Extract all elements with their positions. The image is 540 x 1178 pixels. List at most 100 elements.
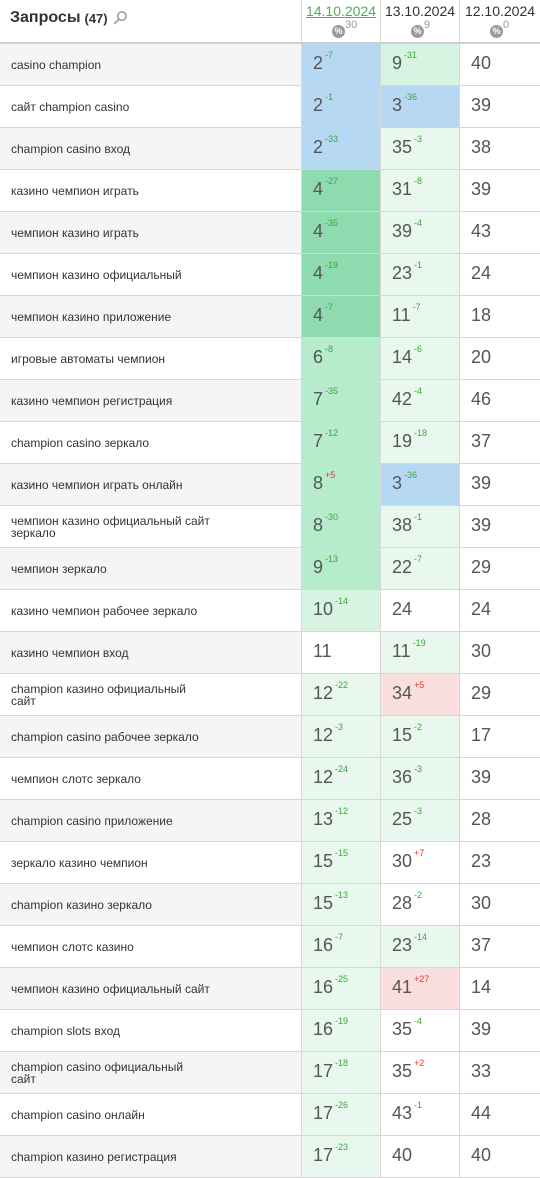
query-cell: champion slots вход [0,1010,302,1051]
position-cell: 23 -1 [381,254,460,295]
position-value: 12 [313,767,334,787]
table-row[interactable]: casino champion 2 -7 9 -31 40 [0,44,540,86]
query-text: чемпион казино официальный сайт [11,981,210,996]
table-row[interactable]: champion slots вход 16 -19 35 -4 39 [0,1010,540,1052]
query-text: казино чемпион играть [11,183,139,198]
position-value: 39 [392,221,413,241]
position-value: 36 [392,767,413,787]
position-cell: 39 [460,464,540,505]
table-row[interactable]: чемпион зеркало 9 -13 22 -7 29 [0,548,540,590]
queries-title: Запросы [10,9,81,26]
position-value: 35 [392,137,413,157]
query-cell: чемпион казино официальный сайт [0,968,302,1009]
position-cell: 12 -24 [302,758,381,799]
table-row[interactable]: казино чемпион играть онлайн 8 +5 3 -36 39 [0,464,540,506]
position-delta: -4 [414,386,423,396]
position-delta: -36 [404,470,418,480]
table-row[interactable]: champion casino рабочее зеркало 12 -3 15 -2 1… [0,716,540,758]
table-row[interactable]: чемпион казино официальный сайт зеркало 8… [0,506,540,548]
position-value: 25 [392,809,413,829]
position-cell: 28 [460,800,540,841]
position-cell: 31 -8 [381,170,460,211]
table-row[interactable]: чемпион казино официальный сайт 16 -25 41 +2… [0,968,540,1010]
query-cell: champion casino приложение [0,800,302,841]
table-row[interactable]: champion казино официальный сайт 12 -22 34 +… [0,674,540,716]
position-value: 44 [471,1103,492,1123]
table-row[interactable]: champion casino официальный сайт 17 -18 35 +… [0,1052,540,1094]
date-column-header[interactable]: 14.10.2024 % 30 [302,0,381,42]
table-row[interactable]: champion casino вход 2 -33 35 -3 38 [0,128,540,170]
position-delta: -22 [335,680,349,690]
table-row[interactable]: champion казино зеркало 15 -13 28 -2 30 [0,884,540,926]
date-link[interactable]: 13.10.2024 [384,3,456,19]
query-cell: казино чемпион играть онлайн [0,464,302,505]
table-row[interactable]: champion casino зеркало 7 -12 19 -18 37 [0,422,540,464]
table-row[interactable]: чемпион казино играть 4 -35 39 -4 43 [0,212,540,254]
percent-value: 0 [503,19,510,31]
position-cell: 25 -3 [381,800,460,841]
position-delta: -13 [325,554,339,564]
position-cell: 11 -19 [381,632,460,673]
table-row[interactable]: чемпион казино приложение 4 -7 11 -7 18 [0,296,540,338]
query-text: champion slots вход [11,1023,121,1038]
search-icon[interactable] [113,10,128,25]
table-row[interactable]: казино чемпион регистрация 7 -35 42 -4 46 [0,380,540,422]
position-delta: -36 [404,92,418,102]
position-value: 31 [392,179,413,199]
position-cell: 39 [460,506,540,547]
query-text: казино чемпион играть онлайн [11,477,183,492]
percent-icon: % [411,25,424,38]
date-column-header[interactable]: 13.10.2024 % 9 [381,0,460,42]
table-row[interactable]: champion casino приложение 13 -12 25 -3 28 [0,800,540,842]
table-row[interactable]: казино чемпион рабочее зеркало 10 -14 24 24 [0,590,540,632]
position-value: 3 [392,473,403,493]
position-delta: -12 [325,428,339,438]
table-row[interactable]: казино чемпион вход 11 11 -19 30 [0,632,540,674]
position-value: 17 [313,1103,334,1123]
table-row[interactable]: чемпион слотс зеркало 12 -24 36 -3 39 [0,758,540,800]
date-column-header[interactable]: 12.10.2024 % 0 [460,0,540,42]
position-value: 11 [392,305,411,325]
query-cell: champion казино официальный сайт [0,674,302,715]
position-cell: 40 [381,1136,460,1177]
query-text: champion casino вход [11,141,131,156]
position-cell: 13 -12 [302,800,381,841]
query-cell: сайт champion casino [0,86,302,127]
position-delta: -26 [335,1100,349,1110]
date-link[interactable]: 14.10.2024 [305,3,377,19]
query-cell: чемпион зеркало [0,548,302,589]
date-link[interactable]: 12.10.2024 [464,3,536,19]
table-row[interactable]: чемпион казино официальный 4 -19 23 -1 24 [0,254,540,296]
position-cell: 39 [460,758,540,799]
table-row[interactable]: игровые автоматы чемпион 6 -8 14 -6 20 [0,338,540,380]
position-delta: +5 [325,470,336,480]
position-value: 22 [392,557,413,577]
position-value: 46 [471,389,492,409]
table-row[interactable]: зеркало казино чемпион 15 -15 30 +7 23 [0,842,540,884]
table-row[interactable]: champion казино регистрация 17 -23 40 40 [0,1136,540,1178]
position-value: 24 [471,263,492,283]
position-value: 2 [313,137,324,157]
query-text: champion казино официальный сайт [11,681,186,708]
position-cell: 4 -19 [302,254,381,295]
position-value: 43 [392,1103,413,1123]
table-row[interactable]: champion casino онлайн 17 -26 43 -1 44 [0,1094,540,1136]
table-row[interactable]: чемпион слотс казино 16 -7 23 -14 37 [0,926,540,968]
table-row[interactable]: сайт champion casino 2 -1 3 -36 39 [0,86,540,128]
position-cell: 30 +7 [381,842,460,883]
query-cell: casino champion [0,44,302,85]
position-cell: 42 -4 [381,380,460,421]
position-cell: 8 -30 [302,506,381,547]
position-delta: -8 [414,176,423,186]
position-delta: -1 [414,512,423,522]
position-value: 39 [471,95,492,115]
position-value: 8 [313,515,324,535]
position-value: 20 [471,347,492,367]
position-cell: 43 -1 [381,1094,460,1135]
table-row[interactable]: казино чемпион играть 4 -27 31 -8 39 [0,170,540,212]
position-value: 2 [313,53,324,73]
position-delta: -15 [335,848,349,858]
query-cell: казино чемпион вход [0,632,302,673]
position-value: 23 [392,935,413,955]
position-delta: -13 [335,890,349,900]
